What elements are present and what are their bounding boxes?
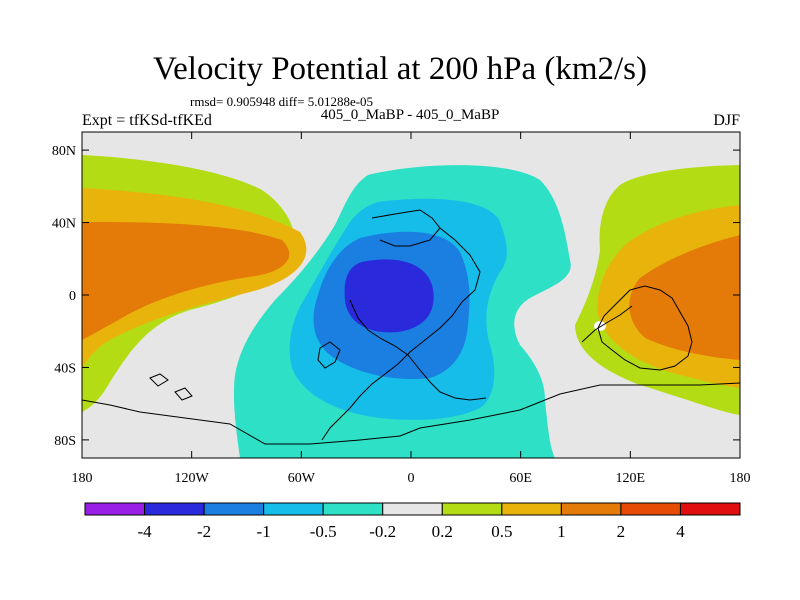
colorbar-label: -2 [197, 522, 211, 541]
colorbar-label: -0.2 [369, 522, 396, 541]
colorbar-swatch [84, 502, 146, 516]
colorbar-swatch [620, 502, 681, 516]
colorbar-label: -0.5 [310, 522, 337, 541]
coastline-atlantic [349, 299, 487, 401]
experiment-label: Expt = tfKSd-tfKEd [82, 112, 212, 129]
colorbar-swatch [560, 502, 622, 516]
contour-east-1 [629, 235, 740, 360]
colorbar-label: -1 [257, 522, 271, 541]
x-tick-label: 120W [175, 471, 210, 486]
colorbar-label: 0.2 [432, 522, 453, 541]
coastline-south-america [321, 209, 481, 441]
x-tick-label: 180 [730, 471, 751, 486]
coastline-north [379, 227, 441, 247]
chart-subtitle: 405_0_MaBP - 405_0_MaBP [320, 107, 500, 123]
colorbar-swatch [501, 502, 562, 516]
x-axis: 180 120W 60W 0 60E 120E 180 [72, 132, 751, 486]
x-tick-label: 120E [616, 471, 646, 486]
colorbar-label: 4 [676, 522, 685, 541]
x-tick-label: 60W [288, 471, 316, 486]
x-tick-label: 60E [509, 471, 532, 486]
coastline-australia [597, 285, 693, 371]
colorbar-label: -4 [137, 522, 152, 541]
colorbar-swatch [382, 502, 443, 516]
coastline-pacific-islands [317, 341, 341, 369]
coastlines [82, 209, 740, 445]
x-tick-label: 180 [72, 471, 93, 486]
y-axis: 80N 40N 0 40S 80S [52, 144, 740, 449]
y-tick-label: 40N [52, 217, 76, 232]
colorbar-label: 2 [617, 522, 626, 541]
chart-title: Velocity Potential at 200 hPa (km2/s) [152, 51, 648, 87]
colorbar-swatch [322, 502, 384, 516]
contour-fill [82, 132, 740, 458]
y-tick-label: 40S [54, 361, 76, 376]
coastline-antarctic [82, 382, 740, 445]
colorbar-swatch [203, 502, 265, 516]
contour-west-1 [82, 222, 290, 340]
colorbar-swatch [144, 502, 205, 516]
y-tick-label: 0 [69, 289, 76, 304]
colorbar-label: 1 [557, 522, 566, 541]
x-tick-label: 0 [408, 471, 415, 486]
coastline-pacific-small [149, 373, 193, 401]
coastline-southeast-asia [581, 305, 633, 343]
season-label: DJF [713, 112, 740, 129]
y-tick-label: 80S [54, 434, 76, 449]
colorbar: -4 -2 -1 -0.5 -0.2 0.2 0.5 1 2 4 [84, 502, 741, 541]
colorbar-swatch [679, 502, 741, 516]
contour-center--2 [344, 259, 434, 333]
colorbar-swatch [441, 502, 503, 516]
y-tick-label: 80N [52, 144, 76, 159]
colorbar-label: 0.5 [491, 522, 512, 541]
colorbar-swatch [263, 502, 324, 516]
stats-text: rmsd= 0.905948 diff= 5.01288e-05 [190, 94, 374, 109]
